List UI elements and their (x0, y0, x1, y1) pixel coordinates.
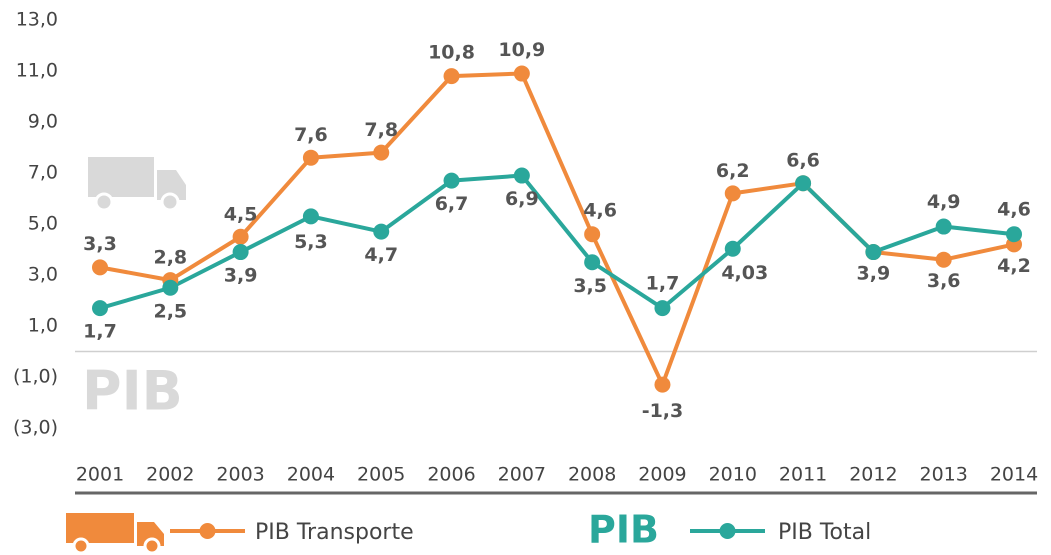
value-label: -1,3 (642, 400, 684, 422)
x-tick-label: 2002 (146, 464, 194, 486)
series-line (99, 71, 1015, 387)
value-label: 5,3 (294, 231, 328, 253)
value-label: 1,7 (646, 273, 680, 295)
point (373, 223, 390, 240)
value-label: 2,5 (153, 300, 187, 322)
value-label: 10,9 (498, 39, 545, 61)
value-label: 3,9 (224, 265, 258, 287)
value-label: 7,8 (364, 119, 398, 141)
value-label: 3,3 (83, 233, 117, 255)
x-tick-label: 2009 (638, 464, 686, 486)
value-label: 4,9 (927, 191, 961, 213)
point (162, 279, 179, 296)
truck-watermark (88, 157, 186, 212)
y-tick-label: 7,0 (28, 162, 58, 184)
y-tick-label: 11,0 (16, 60, 58, 82)
value-label: 10,8 (428, 42, 475, 64)
x-tick-label: 2013 (920, 464, 968, 486)
value-label: 1,7 (83, 321, 117, 343)
value-label: 2,8 (153, 247, 187, 269)
legend-truck-icon (66, 513, 164, 555)
value-label: 6,6 (786, 150, 820, 172)
point (92, 259, 108, 276)
y-tick-label: (1,0) (13, 366, 58, 388)
value-label: 3,5 (573, 275, 607, 297)
value-label: 4,6 (997, 199, 1031, 221)
value-label: 4,03 (721, 262, 768, 284)
y-tick-label: 9,0 (28, 111, 58, 133)
x-tick-label: 2007 (498, 464, 546, 486)
value-label: 3,9 (857, 263, 891, 285)
series-line (99, 173, 1015, 311)
point (584, 226, 601, 243)
point (654, 376, 671, 393)
point (513, 167, 530, 184)
value-label: 6,7 (435, 193, 469, 215)
value-label: 4,6 (583, 200, 617, 222)
point (443, 172, 460, 189)
x-tick-label: 2004 (287, 464, 335, 486)
x-tick-label: 2011 (779, 464, 827, 486)
point (443, 68, 460, 85)
value-label: 7,6 (294, 124, 328, 146)
point (795, 175, 812, 192)
y-tick-label: 3,0 (28, 264, 58, 286)
point (92, 300, 108, 317)
point (935, 218, 952, 235)
point (302, 149, 319, 166)
legend-label: PIB Transporte (255, 520, 414, 545)
legend-icon-text: PIB (588, 508, 659, 552)
point (232, 228, 249, 245)
value-label: 6,2 (716, 160, 750, 182)
point (935, 251, 952, 268)
x-tick-label: 2001 (76, 464, 124, 486)
watermark-text: PIB (82, 360, 183, 423)
point (1006, 226, 1022, 243)
value-label: 4,5 (224, 203, 258, 225)
point (232, 244, 249, 261)
value-label: 6,9 (505, 188, 539, 210)
point (865, 244, 882, 261)
legend-marker (199, 523, 216, 539)
point (373, 144, 390, 161)
legend-label: PIB Total (778, 520, 871, 545)
point (302, 208, 319, 225)
y-tick-label: 5,0 (28, 213, 58, 235)
value-label: 3,6 (927, 270, 961, 292)
value-label: 4,2 (997, 255, 1031, 277)
x-tick-label: 2005 (357, 464, 405, 486)
x-tick-label: 2006 (427, 464, 475, 486)
x-tick-label: 2003 (216, 464, 264, 486)
x-tick-label: 2010 (709, 464, 757, 486)
point (654, 300, 671, 317)
point (724, 240, 741, 257)
point (584, 254, 601, 271)
point (513, 65, 530, 82)
x-tick-label: 2012 (849, 464, 897, 486)
point (724, 185, 741, 202)
x-tick-label: 2008 (568, 464, 616, 486)
y-tick-label: 1,0 (28, 315, 58, 337)
y-tick-label: 13,0 (16, 9, 58, 31)
legend-marker (719, 523, 736, 539)
y-tick-label: (3,0) (13, 417, 58, 439)
x-tick-label: 2014 (990, 464, 1038, 486)
value-label: 4,7 (364, 244, 398, 266)
